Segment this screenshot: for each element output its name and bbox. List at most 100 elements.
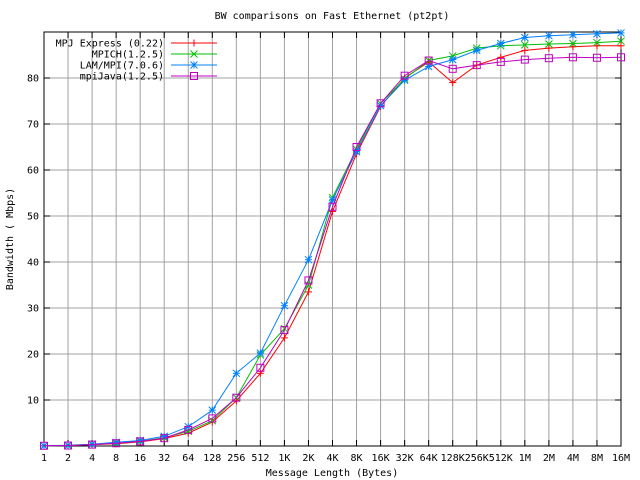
x-tick-label: 512K — [489, 453, 513, 464]
data-point — [569, 30, 577, 39]
legend-label: LAM/MPI(7.0.6) — [80, 61, 164, 72]
data-point — [184, 425, 193, 434]
data-point — [280, 334, 288, 342]
y-tick-label: 80 — [27, 74, 39, 85]
x-tick-label: 8K — [351, 453, 363, 464]
data-point — [520, 41, 529, 49]
data-point — [569, 39, 577, 48]
data-point — [449, 79, 457, 87]
data-point — [496, 57, 505, 66]
data-point — [617, 53, 625, 62]
x-tick-label: 128K — [441, 453, 465, 464]
x-tick-label: 2K — [302, 453, 314, 464]
legend: MPJ Express (0.22)MPICH(1.2.5)LAM/MPI(7.… — [56, 39, 217, 83]
data-point — [424, 56, 433, 65]
data-point — [376, 99, 385, 108]
data-point — [520, 33, 529, 42]
x-tick-label: 2M — [543, 453, 555, 464]
y-axis-ticks: 10 20 30 40 50 60 70 80 — [27, 74, 621, 407]
data-point — [593, 42, 601, 50]
y-axis-label: Bandwidth ( Mbps) — [5, 188, 16, 290]
y-tick-label: 50 — [27, 212, 39, 223]
series-line-4 — [43, 56, 622, 447]
data-point — [64, 441, 73, 450]
y-tick-label: 40 — [27, 258, 39, 269]
legend-marker — [190, 50, 198, 58]
data-point — [497, 53, 505, 61]
data-point — [545, 31, 553, 40]
x-tick-label: 4K — [326, 453, 338, 464]
y-tick-label: 10 — [27, 396, 39, 407]
x-tick-label: 16 — [134, 453, 146, 464]
data-point — [569, 43, 577, 51]
data-point — [352, 143, 361, 151]
data-point — [448, 64, 457, 73]
data-point — [280, 301, 289, 310]
x-tick-label: 16M — [612, 453, 630, 464]
legend-marker — [190, 61, 198, 69]
data-point — [593, 38, 601, 47]
data-point — [472, 46, 481, 55]
legend-label: MPJ Express (0.22) — [56, 39, 164, 50]
data-point — [496, 39, 505, 48]
data-point — [280, 326, 289, 335]
data-point — [304, 281, 313, 289]
x-tick-label: 8M — [591, 453, 603, 464]
x-tick-label: 32K — [396, 453, 414, 464]
data-point — [328, 196, 337, 204]
data-point — [617, 29, 625, 37]
data-point — [160, 434, 169, 443]
data-point — [88, 440, 97, 449]
data-point — [400, 76, 409, 85]
data-point — [545, 40, 553, 48]
data-point — [472, 61, 481, 70]
x-tick-label: 64K — [420, 453, 438, 464]
y-tick-label: 60 — [27, 166, 39, 177]
series-group — [40, 29, 625, 450]
chart-title: BW comparisons on Fast Ethernet (pt2pt) — [215, 11, 450, 22]
data-point — [329, 207, 336, 215]
data-point — [304, 288, 312, 296]
x-axis-label: Message Length (Bytes) — [266, 468, 398, 479]
data-point — [256, 349, 265, 357]
legend-label: mpiJava(1.2.5) — [80, 72, 164, 83]
x-tick-label: 4M — [567, 453, 579, 464]
data-point — [593, 29, 601, 38]
legend-label: MPICH(1.2.5) — [92, 50, 164, 61]
x-tick-label: 1K — [278, 453, 290, 464]
data-point — [521, 46, 529, 54]
data-point — [304, 255, 313, 264]
x-tick-label: 2 — [65, 453, 71, 464]
x-axis-ticks: 1 2 4 8 16 32 64 128 256 512 1K 2K 4K 8K 16K 32K 64K 128K… — [41, 32, 630, 464]
data-point — [232, 369, 241, 378]
x-tick-label: 16K — [372, 453, 390, 464]
data-point — [232, 393, 241, 402]
data-point — [112, 439, 121, 448]
data-point — [544, 54, 553, 63]
data-point — [617, 42, 625, 50]
data-point — [568, 53, 577, 62]
x-tick-label: 1M — [519, 453, 531, 464]
x-tick-label: 32 — [158, 453, 170, 464]
legend-marker — [190, 72, 198, 80]
y-tick-label: 30 — [27, 304, 39, 315]
data-point — [208, 414, 217, 423]
data-point — [208, 416, 217, 425]
x-tick-label: 256K — [465, 453, 489, 464]
x-tick-label: 512 — [251, 453, 269, 464]
x-tick-label: 4 — [89, 453, 95, 464]
data-point — [256, 363, 265, 372]
y-tick-label: 20 — [27, 350, 39, 361]
data-point — [520, 55, 529, 64]
grid — [44, 32, 621, 446]
x-tick-label: 64 — [182, 453, 194, 464]
data-point — [448, 55, 457, 64]
data-point — [40, 441, 48, 450]
legend-marker — [190, 39, 198, 47]
x-tick-label: 256 — [227, 453, 245, 464]
x-tick-label: 128 — [203, 453, 221, 464]
data-point — [328, 202, 337, 211]
x-tick-label: 8 — [113, 453, 119, 464]
y-tick-label: 70 — [27, 120, 39, 131]
